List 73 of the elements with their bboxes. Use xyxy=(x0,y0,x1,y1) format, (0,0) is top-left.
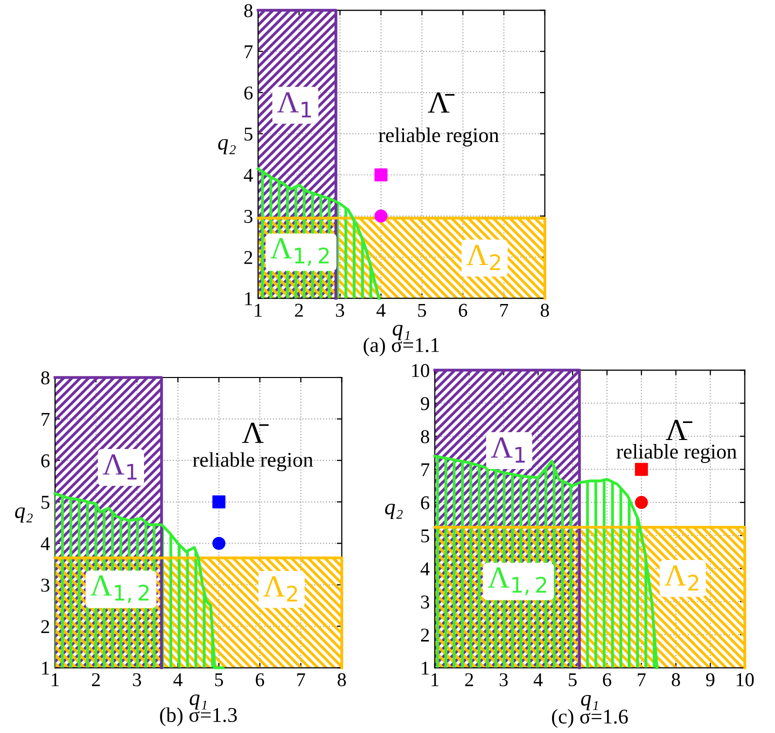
y-tick-label: 1 xyxy=(42,662,49,675)
series-label: Λ$_{1,2}$ xyxy=(488,567,546,596)
x-tick-label: 10 xyxy=(736,673,754,686)
text: (c) σ=1.6 xyxy=(552,708,628,728)
y-tick-label: 3 xyxy=(421,596,430,609)
x-tick-label: 4 xyxy=(534,673,543,686)
y-tick-label: 6 xyxy=(421,496,430,510)
y-tick-label: 1 xyxy=(245,292,252,306)
y-tick-label: 5 xyxy=(42,496,50,509)
annotation: Λ̄ xyxy=(666,420,692,440)
series-label: Λ$_{2}$ xyxy=(466,244,500,270)
x-tick-label: 9 xyxy=(706,673,714,686)
series-label: Λ$_{1,2}$ xyxy=(90,575,149,604)
y-tick-label: 5 xyxy=(244,128,252,141)
y-tick-label: 2 xyxy=(421,628,429,642)
y-tick-label: 3 xyxy=(244,210,252,223)
x-tick-label: 8 xyxy=(338,673,346,686)
y-tick-label: 7 xyxy=(421,463,430,476)
x-tick-label: 5 xyxy=(568,673,577,686)
y-axis-title: q₂ xyxy=(385,504,403,519)
y-tick-label: 1 xyxy=(422,662,429,675)
x-axis-title: q₁ xyxy=(190,694,206,710)
x-tick-label: 3 xyxy=(500,673,508,686)
y-axis-title: q₂ xyxy=(15,507,33,523)
y-tick-label: 2 xyxy=(244,251,252,264)
series-label: Λ$_{1,2}$ xyxy=(270,238,329,266)
y-tick-label: 4 xyxy=(244,168,253,182)
annotation: Λ̄ xyxy=(242,422,269,443)
series-label: Λ$_{1}$ xyxy=(102,454,137,480)
x-tick-label: 6 xyxy=(602,673,612,686)
x-tick-label: 7 xyxy=(500,304,508,317)
x-tick-label: 4 xyxy=(173,673,182,686)
x-tick-label: 1 xyxy=(254,304,262,317)
series-label: Λ$_{2}$ xyxy=(664,565,698,591)
y-axis-title: q₂ xyxy=(218,139,236,154)
x-tick-label: 3 xyxy=(336,304,344,317)
annotation: Λ̄ xyxy=(428,92,454,113)
y-tick-label: 7 xyxy=(42,412,50,426)
annotation: reliable region xyxy=(616,444,737,463)
annotation: reliable region xyxy=(192,452,314,472)
y-tick-label: 6 xyxy=(244,86,253,100)
y-tick-label: 2 xyxy=(41,620,50,634)
y-tick-label: 7 xyxy=(244,45,253,58)
x-tick-label: 7 xyxy=(297,673,306,686)
y-tick-label: 8 xyxy=(420,430,430,444)
x-tick-label: 3 xyxy=(133,673,142,686)
y-tick-label: 8 xyxy=(244,4,252,18)
x-tick-label: 1 xyxy=(52,673,59,686)
series-label: Λ$_{2}$ xyxy=(263,576,297,602)
x-tick-label: 1 xyxy=(432,673,438,686)
x-tick-label: 5 xyxy=(215,673,223,686)
series-label: Λ$_{1}$ xyxy=(490,437,525,463)
y-tick-label: 6 xyxy=(41,454,50,468)
x-tick-label: 2 xyxy=(92,673,100,686)
y-tick-label: 8 xyxy=(41,371,50,384)
y-tick-label: 5 xyxy=(421,530,430,542)
y-tick-label: 4 xyxy=(40,537,50,550)
x-axis-title: q₁ xyxy=(581,695,598,710)
x-tick-label: 6 xyxy=(458,304,468,317)
y-tick-label: 9 xyxy=(420,397,430,410)
x-tick-label: 8 xyxy=(540,304,549,317)
x-tick-label: 4 xyxy=(376,304,386,317)
y-tick-label: 4 xyxy=(420,562,430,576)
annotation: reliable region xyxy=(378,128,499,146)
x-tick-label: 7 xyxy=(638,673,646,686)
y-tick-label: 3 xyxy=(41,578,50,592)
text: (b) σ=1.3 xyxy=(160,707,237,726)
x-tick-label: 8 xyxy=(672,673,680,686)
x-tick-label: 6 xyxy=(256,673,264,686)
series-label: Λ$_{1}$ xyxy=(277,92,311,118)
x-tick-label: 2 xyxy=(295,304,303,317)
y-tick-label: 10 xyxy=(412,364,430,378)
x-tick-label: 2 xyxy=(465,673,474,686)
